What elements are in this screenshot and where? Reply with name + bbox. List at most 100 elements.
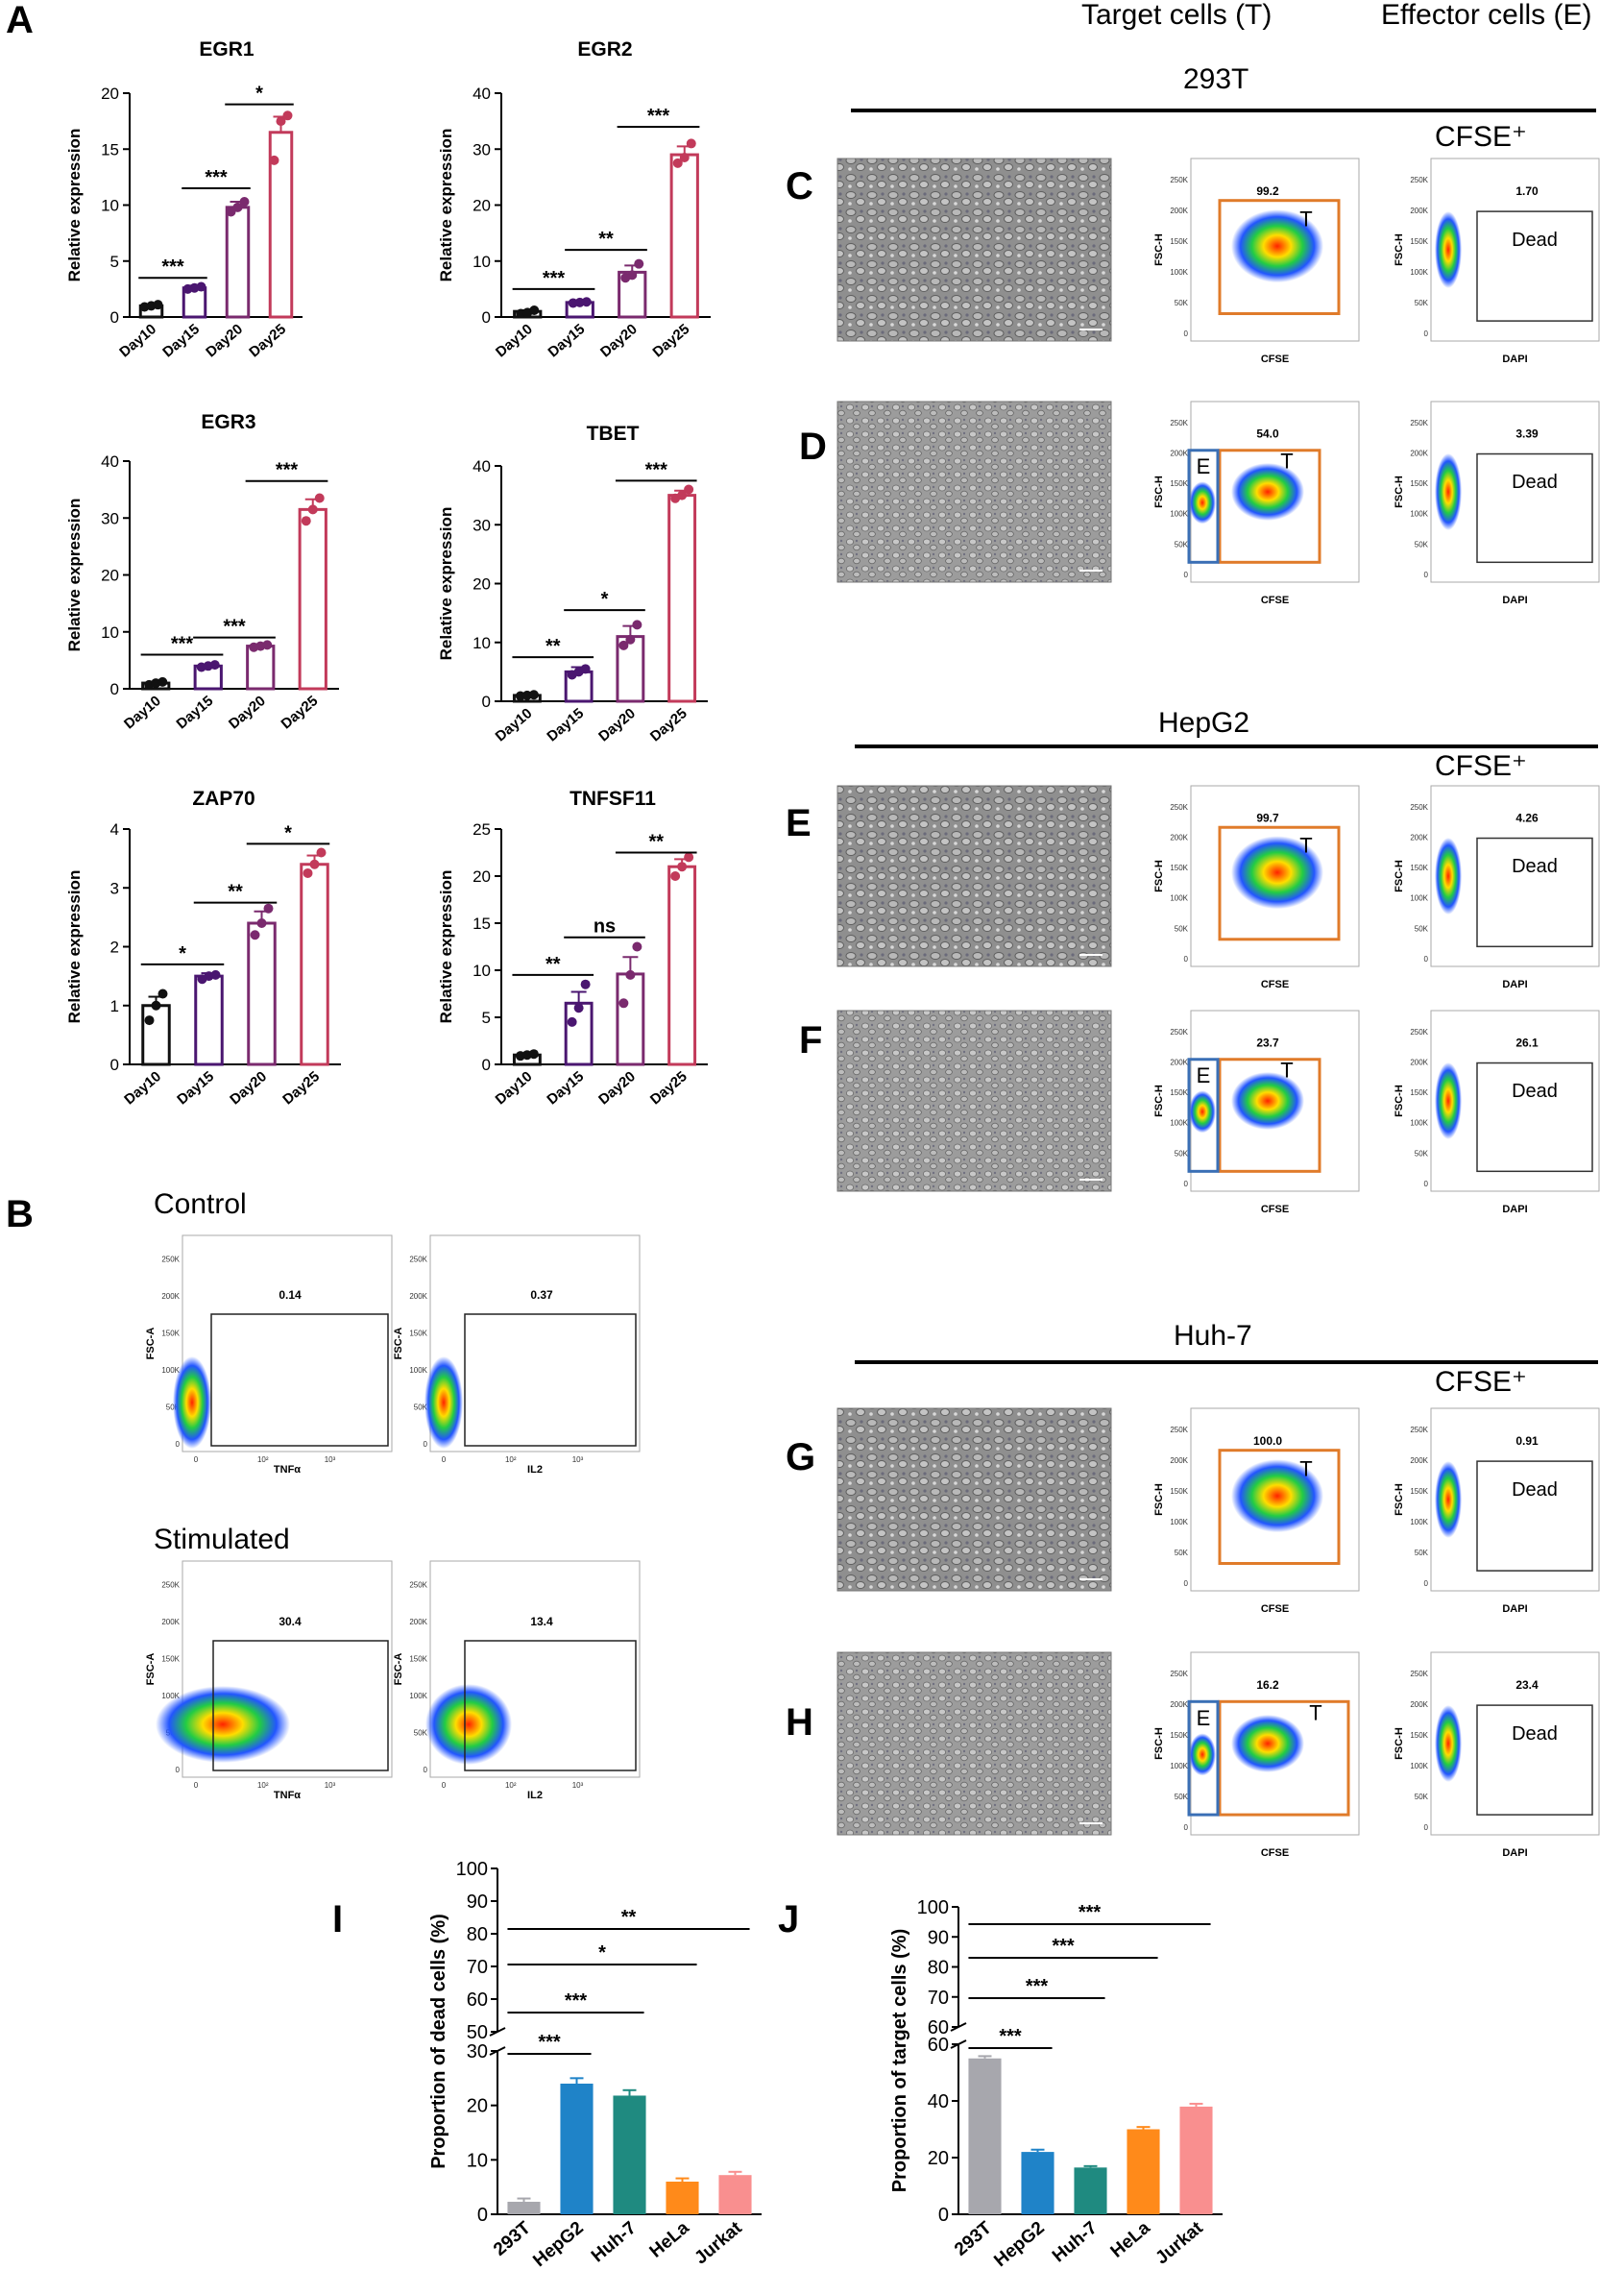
- gate-percentage: 0.91: [1515, 1434, 1539, 1448]
- dead-label: Dead: [1512, 1081, 1558, 1102]
- flow-y-tick: 250K: [409, 1581, 427, 1590]
- flow-y-tick: 250K: [1410, 803, 1428, 812]
- x-tick-label: 293T: [490, 2217, 535, 2259]
- flow-y-tick: 250K: [1410, 1426, 1428, 1434]
- y-tick-label: 10: [473, 634, 491, 652]
- flow-y-label: FSC-H: [1153, 1727, 1165, 1760]
- y-tick-label: 0: [938, 2205, 949, 2226]
- gate-e-label: E: [1197, 1063, 1211, 1087]
- flow-y-tick: 100K: [1170, 268, 1188, 277]
- gate-percentage: 0.14: [279, 1288, 302, 1302]
- flow-y-tick: 100K: [1170, 510, 1188, 519]
- y-tick-label: 10: [101, 197, 119, 215]
- y-tick-label: 30: [101, 509, 119, 527]
- data-point: [528, 1049, 539, 1060]
- flow-dapi-5: 0 50K 100K 150K 200K 250K FSC-H DAPI 0.91 Dead: [1394, 1407, 1600, 1615]
- x-tick-label: HepG2: [529, 2218, 587, 2270]
- flow-y-tick: 150K: [1410, 479, 1428, 488]
- x-tick-label: Day10: [121, 693, 164, 732]
- flow-x-label: DAPI: [1502, 354, 1527, 365]
- y-tick-label: 10: [467, 2150, 488, 2171]
- density-blob: [1231, 1715, 1304, 1772]
- flow-dapi-4: 0 50K 100K 150K 200K 250K FSC-H DAPI 26.1 Dead: [1394, 1010, 1600, 1215]
- flow-y-tick: 200K: [161, 1618, 180, 1626]
- flow-y-tick: 0: [1424, 1180, 1429, 1188]
- gate-dead: [1476, 837, 1593, 948]
- y-tick-label: 40: [928, 2091, 949, 2112]
- y-tick-label: 10: [473, 253, 491, 271]
- flow-y-tick: 150K: [409, 1330, 427, 1338]
- bar-jurkat: [718, 2175, 752, 2214]
- flow-y-tick: 150K: [1170, 1731, 1188, 1740]
- flow-y-tick: 250K: [1170, 1670, 1188, 1678]
- y-axis-label: Relative expression: [437, 870, 455, 1024]
- flow-y-tick: 100K: [409, 1366, 427, 1375]
- flow-b-plot-2: 0 50K 100K 150K 200K 250K FSC-A IL2 0 10² 10³ 0.37: [393, 1234, 641, 1476]
- y-tick-label: 20: [101, 567, 119, 585]
- chart-title: TBET: [587, 423, 640, 445]
- gate-effector: [1187, 449, 1220, 564]
- flow-dapi-2: 0 50K 100K 150K 200K 250K FSC-H DAPI 3.39 Dead: [1394, 401, 1600, 606]
- flow-y-tick: 200K: [1410, 1456, 1428, 1465]
- y-axis-label: Relative expression: [65, 499, 84, 652]
- gate-t-label: T: [1280, 1059, 1293, 1083]
- significance-label: **: [545, 636, 561, 657]
- flow-y-tick: 50K: [1175, 1793, 1189, 1801]
- flow-y-tick: 100K: [1410, 1119, 1428, 1128]
- density-blob: [425, 1684, 512, 1765]
- flow-y-tick: 150K: [1170, 1487, 1188, 1496]
- flow-y-tick: 250K: [1170, 1426, 1188, 1434]
- bar-chart-tnfsf11: TNFSF11 0 5 10 15 20 25 Relative expression Day1…: [437, 788, 708, 1108]
- significance-label: ***: [999, 2026, 1022, 2047]
- x-tick-label: Huh-7: [1049, 2218, 1102, 2267]
- density-blob: [1231, 463, 1304, 521]
- bar-hepg2: [1021, 2152, 1054, 2214]
- data-point: [250, 930, 260, 940]
- data-point: [580, 979, 591, 989]
- density-blob: [1231, 209, 1323, 283]
- data-point: [634, 258, 644, 269]
- y-tick-label: 100: [917, 1897, 949, 1918]
- panel-letter-h: H: [786, 1701, 813, 1744]
- density-blob: [1189, 1733, 1216, 1776]
- x-tick-label: Day20: [597, 321, 641, 360]
- flow-y-tick: 250K: [1170, 1028, 1188, 1037]
- y-tick-label: 5: [482, 1009, 491, 1027]
- data-point: [314, 493, 325, 503]
- y-tick-label: 20: [101, 85, 119, 103]
- significance-label: *: [601, 589, 609, 610]
- flow-y-tick: 150K: [409, 1655, 427, 1664]
- x-tick-label: Day25: [279, 1068, 323, 1108]
- density-blob: [1435, 211, 1462, 288]
- significance-label: ***: [565, 1990, 588, 2012]
- y-axis-label: Relative expression: [437, 507, 455, 661]
- flow-y-tick: 50K: [1175, 1549, 1189, 1557]
- x-tick-label: Day15: [174, 1068, 217, 1108]
- significance-label: ***: [1079, 1902, 1102, 1923]
- x-tick-label: Day20: [595, 1068, 639, 1108]
- flow-y-label: FSC-A: [145, 1328, 157, 1360]
- flow-x-label: CFSE: [1261, 595, 1289, 606]
- bar-huh-7: [613, 2095, 646, 2214]
- flow-y-tick: 100K: [161, 1366, 180, 1375]
- density-blob: [1189, 1090, 1216, 1134]
- density-blob: [424, 1356, 463, 1449]
- flow-y-tick: 250K: [1410, 176, 1428, 184]
- y-tick-label: 0: [110, 308, 119, 327]
- data-point: [153, 300, 163, 310]
- data-point: [529, 305, 540, 316]
- data-point: [309, 859, 320, 869]
- flow-y-label: FSC-A: [145, 1653, 157, 1686]
- y-tick-label: 10: [473, 962, 491, 980]
- cfse-plus-huh7: CFSE⁺: [1435, 1366, 1527, 1398]
- data-point: [677, 862, 688, 872]
- flow-cfse-4: 0 50K 100K 150K 200K 250K FSC-H CFSE 23.7T E: [1153, 1010, 1360, 1215]
- gate-dead: [1476, 210, 1593, 322]
- chart-title: ZAP70: [192, 788, 255, 810]
- density-blob: [156, 1686, 290, 1763]
- y-tick-label: 60: [928, 2035, 949, 2056]
- flow-cfse-5: 0 50K 100K 150K 200K 250K FSC-H CFSE 100.0 T: [1153, 1407, 1360, 1615]
- flow-y-tick: 150K: [161, 1655, 180, 1664]
